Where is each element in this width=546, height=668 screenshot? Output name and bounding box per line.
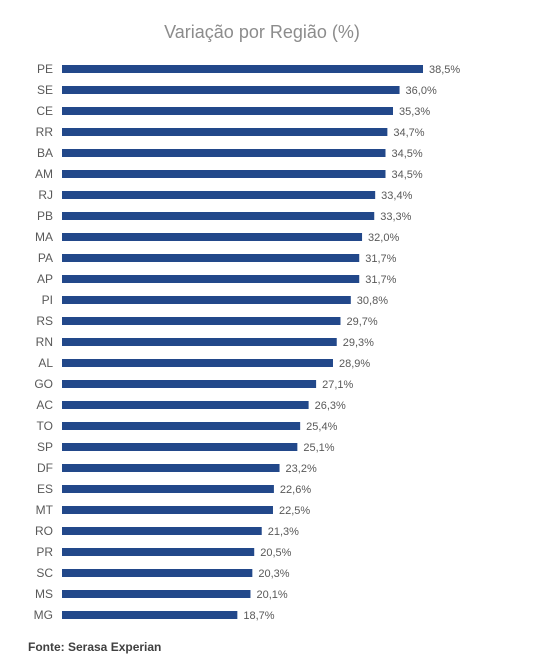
value-label: 31,7% xyxy=(365,274,396,286)
y-tick-label: RR xyxy=(36,125,54,139)
value-label: 34,5% xyxy=(391,169,422,181)
y-tick-label: PR xyxy=(36,545,53,559)
bar xyxy=(62,548,255,556)
y-tick-label: SE xyxy=(37,83,53,97)
value-label: 34,7% xyxy=(393,127,424,139)
value-label: 21,3% xyxy=(268,526,299,538)
y-tick-label: SP xyxy=(37,440,53,454)
bar xyxy=(62,86,400,94)
y-tick-label: RO xyxy=(35,524,53,538)
bar xyxy=(62,275,360,283)
value-label: 33,4% xyxy=(381,190,412,202)
value-label: 33,3% xyxy=(380,211,411,223)
value-label: 35,3% xyxy=(399,106,430,118)
value-label: 23,2% xyxy=(286,463,317,475)
y-tick-label: PA xyxy=(38,251,53,265)
y-tick-label: CE xyxy=(36,104,53,118)
y-tick-label: ES xyxy=(37,482,53,496)
value-label: 30,8% xyxy=(357,295,388,307)
bar xyxy=(62,191,376,199)
bar xyxy=(62,338,337,346)
value-label: 25,1% xyxy=(303,442,334,454)
value-label: 31,7% xyxy=(365,253,396,265)
value-label: 32,0% xyxy=(368,232,399,244)
bar xyxy=(62,128,388,136)
bar xyxy=(62,254,360,262)
chart-title: Variação por Região (%) xyxy=(164,22,360,42)
bar xyxy=(62,107,393,115)
y-tick-label: AM xyxy=(35,167,53,181)
value-label: 27,1% xyxy=(322,379,353,391)
bar xyxy=(62,569,253,577)
value-label: 20,3% xyxy=(258,568,289,580)
y-tick-label: PI xyxy=(42,293,53,307)
value-label: 20,1% xyxy=(256,589,287,601)
bar xyxy=(62,380,317,388)
y-tick-label: MA xyxy=(35,230,53,244)
bar xyxy=(62,212,375,220)
value-label: 29,7% xyxy=(346,316,377,328)
value-label: 18,7% xyxy=(243,610,274,622)
value-label: 38,5% xyxy=(429,64,460,76)
bar xyxy=(62,359,333,367)
y-tick-label: AP xyxy=(37,272,53,286)
y-tick-label: PB xyxy=(37,209,53,223)
value-label: 25,4% xyxy=(306,421,337,433)
bar xyxy=(62,527,262,535)
bar xyxy=(62,317,341,325)
value-label: 29,3% xyxy=(343,337,374,349)
y-tick-label: MG xyxy=(34,608,53,622)
y-tick-label: SC xyxy=(36,566,53,580)
bar xyxy=(62,65,423,73)
bar xyxy=(62,296,351,304)
value-label: 22,6% xyxy=(280,484,311,496)
y-tick-label: GO xyxy=(34,377,53,391)
bar xyxy=(62,485,274,493)
y-tick-label: RS xyxy=(36,314,53,328)
bar xyxy=(62,401,309,409)
value-label: 26,3% xyxy=(315,400,346,412)
bar xyxy=(62,422,301,430)
y-tick-label: PE xyxy=(37,62,53,76)
value-label: 28,9% xyxy=(339,358,370,370)
bar xyxy=(62,611,238,619)
y-tick-label: MT xyxy=(36,503,54,517)
y-tick-label: RN xyxy=(36,335,53,349)
y-tick-label: AL xyxy=(38,356,53,370)
value-label: 36,0% xyxy=(406,85,437,97)
value-label: 22,5% xyxy=(279,505,310,517)
value-label: 20,5% xyxy=(260,547,291,559)
bar xyxy=(62,443,298,451)
y-tick-label: RJ xyxy=(38,188,53,202)
bar xyxy=(62,233,363,241)
bar xyxy=(62,170,386,178)
bar xyxy=(62,149,386,157)
y-tick-label: AC xyxy=(36,398,53,412)
bar xyxy=(62,464,280,472)
value-label: 34,5% xyxy=(391,148,422,160)
bar xyxy=(62,506,273,514)
y-tick-label: MS xyxy=(35,587,53,601)
y-tick-label: BA xyxy=(37,146,53,160)
y-tick-label: DF xyxy=(37,461,53,475)
y-tick-label: TO xyxy=(37,419,53,433)
bar xyxy=(62,590,251,598)
source: Fonte: Serasa Experian xyxy=(28,640,161,654)
